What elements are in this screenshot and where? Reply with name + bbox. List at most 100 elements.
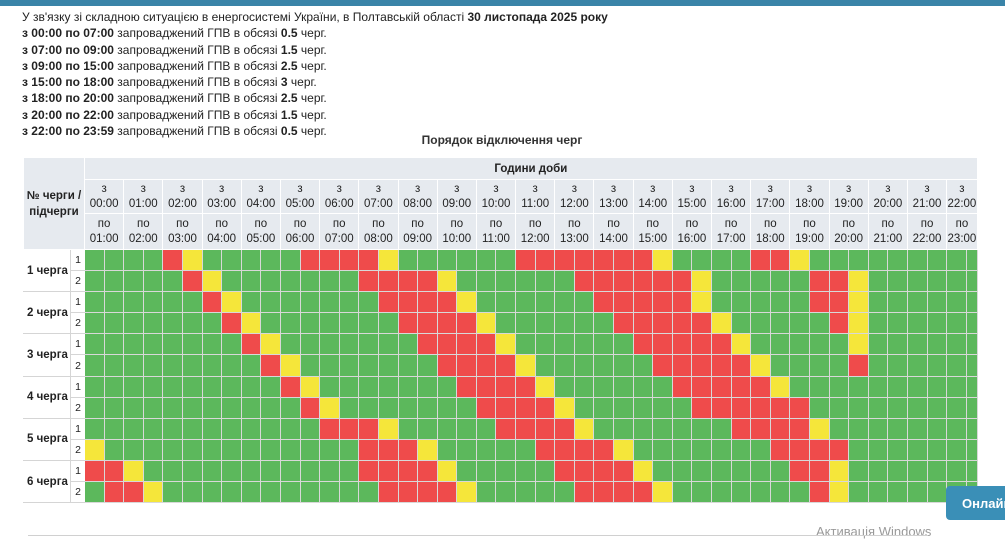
online-chat-button[interactable]: Онлайн — [946, 486, 1005, 520]
slot-outage — [671, 375, 693, 398]
slot-power-on — [946, 291, 967, 314]
slot-power-on — [691, 438, 712, 461]
hour-from-cell: з 18:00 — [789, 179, 830, 214]
slot-power-on — [887, 459, 908, 483]
slot-outage — [573, 481, 595, 504]
slot-power-on — [926, 333, 948, 356]
slot-possible-outage — [534, 375, 556, 398]
slot-power-on — [123, 375, 144, 398]
slot-power-on — [162, 438, 183, 461]
slot-power-on — [828, 375, 850, 398]
slot-power-on — [789, 375, 810, 398]
slot-outage — [613, 248, 634, 272]
slot-power-on — [946, 417, 967, 440]
slot-power-on — [691, 417, 712, 440]
slot-outage — [475, 354, 497, 377]
slot-outage — [103, 459, 125, 483]
subqueue-label: 1 — [70, 333, 85, 356]
slot-power-on — [652, 438, 673, 461]
hour-to-cell: по 16:00 — [671, 213, 713, 250]
notice-unit: черг. — [300, 107, 327, 122]
hour-from-cell: з 02:00 — [162, 179, 203, 214]
notice-time-range: з 20:00 по 22:00 — [22, 107, 114, 122]
slot-power-on — [358, 375, 379, 398]
slot-power-on — [475, 417, 497, 440]
hour-from-cell: з 07:00 — [358, 179, 399, 214]
slot-power-on — [299, 459, 321, 483]
slot-outage — [377, 270, 399, 293]
slot-power-on — [593, 312, 615, 335]
slot-possible-outage — [475, 312, 497, 335]
slot-outage — [319, 248, 340, 272]
hour-to-cell: по 10:00 — [436, 213, 477, 250]
notice-text: запроваджений ГПВ в обсязі — [117, 58, 278, 73]
slot-power-on — [103, 312, 125, 335]
slot-power-on — [906, 291, 928, 314]
slot-outage — [613, 312, 634, 335]
slot-possible-outage — [848, 312, 869, 335]
slot-power-on — [162, 459, 183, 483]
slot-outage — [750, 248, 771, 272]
slot-outage — [338, 417, 360, 440]
subqueue-label: 2 — [70, 438, 85, 461]
slot-power-on — [534, 270, 556, 293]
slot-power-on — [926, 417, 948, 440]
slot-possible-outage — [240, 312, 262, 335]
slot-possible-outage — [84, 438, 105, 461]
notice-time-range: з 15:00 по 18:00 — [22, 75, 114, 90]
queue-label: 1 черга — [23, 248, 71, 293]
slot-power-on — [573, 396, 595, 419]
slot-power-on — [926, 248, 948, 272]
slot-power-on — [142, 417, 164, 440]
notice-amount: 0.5 — [280, 124, 298, 139]
slot-power-on — [926, 291, 948, 314]
slot-power-on — [397, 396, 419, 419]
slot-power-on — [358, 354, 379, 377]
slot-power-on — [554, 481, 575, 504]
slot-outage — [691, 333, 712, 356]
slot-power-on — [887, 354, 908, 377]
slot-power-on — [358, 291, 379, 314]
slot-possible-outage — [730, 333, 752, 356]
slot-outage — [554, 248, 575, 272]
slot-power-on — [671, 459, 693, 483]
slot-outage — [319, 417, 340, 440]
slot-power-on — [711, 270, 732, 293]
subqueue-label: 1 — [70, 291, 85, 314]
slot-power-on — [103, 375, 125, 398]
slot-power-on — [84, 396, 105, 419]
slot-outage — [456, 312, 477, 335]
table-row: 2 черга 1 — [23, 291, 978, 335]
slot-power-on — [142, 375, 164, 398]
slot-possible-outage — [691, 291, 712, 314]
slot-power-on — [769, 481, 791, 504]
slot-power-on — [456, 396, 477, 419]
notice-line: з 18:00 по 20:00 запроваджений ГПВ в обс… — [22, 90, 722, 106]
slot-outage — [377, 291, 399, 314]
slot-outage — [613, 270, 634, 293]
slot-outage — [652, 333, 673, 356]
slot-power-on — [221, 438, 242, 461]
slot-power-on — [221, 481, 242, 504]
slot-power-on — [201, 481, 223, 504]
slot-power-on — [377, 375, 399, 398]
slot-power-on — [279, 270, 301, 293]
hour-from-cell: з 06:00 — [319, 179, 360, 214]
slot-power-on — [789, 333, 810, 356]
slot-possible-outage — [123, 459, 144, 483]
slot-power-on — [103, 417, 125, 440]
table-row: 4 черга 1 — [23, 375, 978, 419]
table-row: 2 — [24, 481, 978, 504]
notice-text: запроваджений ГПВ в обсязі — [117, 107, 278, 122]
slot-power-on — [769, 333, 791, 356]
subqueue-label: 2 — [70, 312, 85, 335]
slot-outage — [240, 333, 262, 356]
subqueue-label: 2 — [70, 396, 85, 419]
hour-from-cell: з 22:00 — [946, 179, 978, 214]
slot-power-on — [867, 312, 889, 335]
slot-outage — [358, 459, 379, 483]
notice-time-range: з 00:00 по 07:00 — [22, 26, 114, 41]
slot-power-on — [475, 248, 497, 272]
slot-power-on — [240, 459, 262, 483]
slot-possible-outage — [142, 481, 164, 504]
